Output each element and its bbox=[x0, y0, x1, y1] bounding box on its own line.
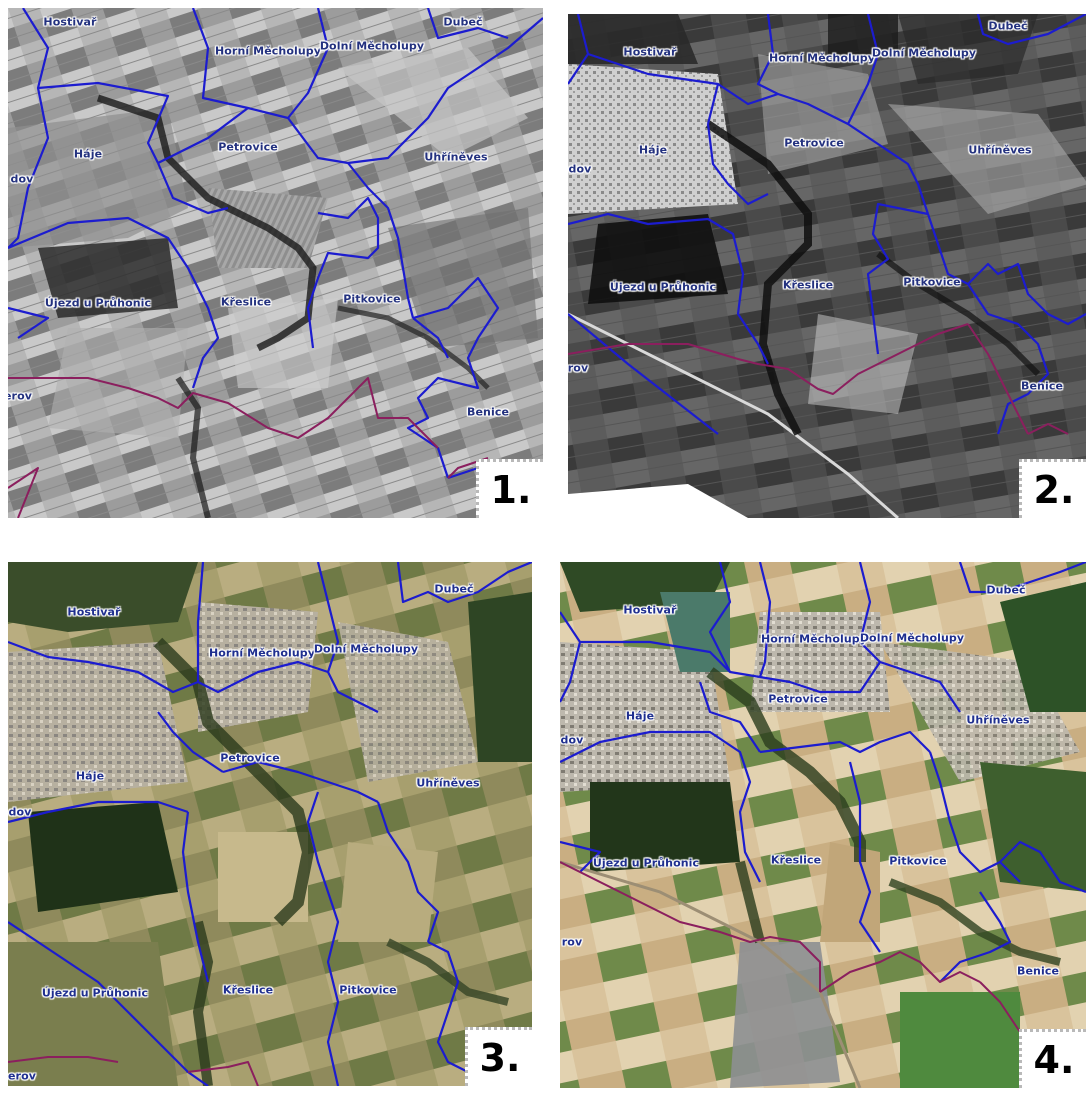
aerial-photo-color bbox=[560, 562, 1086, 1088]
label-benice: Benice bbox=[466, 405, 510, 419]
label-haje: Háje bbox=[75, 769, 105, 783]
map-panel-2: Hostivař Horní Měcholupy Dolní Měcholupy… bbox=[568, 14, 1086, 518]
label-uhrineves: Uhříněves bbox=[424, 150, 488, 164]
panel-number: 2. bbox=[1033, 468, 1075, 512]
aerial-photo-color bbox=[8, 562, 532, 1086]
label-petrovice: Petrovice bbox=[784, 136, 844, 150]
label-uhrineves: Uhříněves bbox=[416, 776, 480, 790]
label-dubec: Dubeč bbox=[988, 19, 1028, 33]
panel-number: 3. bbox=[479, 1036, 521, 1080]
aerial-photo-bw bbox=[568, 14, 1086, 518]
label-dubec: Dubeč bbox=[986, 583, 1026, 597]
label-kreslice: Křeslice bbox=[220, 295, 272, 309]
panel-number-box: 3. bbox=[465, 1027, 532, 1086]
label-dubec: Dubeč bbox=[434, 582, 474, 596]
label-pitkovice: Pitkovice bbox=[343, 292, 401, 306]
label-dolni-mecholupy: Dolní Měcholupy bbox=[871, 46, 977, 60]
label-dolni-mecholupy: Dolní Měcholupy bbox=[319, 39, 425, 53]
label-pitkovice: Pitkovice bbox=[889, 854, 947, 868]
label-hostivar: Hostivař bbox=[67, 605, 121, 619]
label-uhrineves: Uhříněves bbox=[966, 713, 1030, 727]
label-hostivar: Hostivař bbox=[43, 15, 97, 29]
label-sterov: rov bbox=[561, 935, 583, 949]
label-haje: Háje bbox=[625, 709, 655, 723]
label-horni-mecholupy: Horní Měcholupy bbox=[208, 646, 316, 660]
label-benice: Benice bbox=[1020, 379, 1064, 393]
label-kreslice: Křeslice bbox=[770, 853, 822, 867]
label-chodov: dov bbox=[10, 172, 34, 186]
label-pitkovice: Pitkovice bbox=[903, 275, 961, 289]
label-chodov: dov bbox=[568, 162, 592, 176]
label-ujezd-u-pruhonic: Újezd u Průhonic bbox=[592, 856, 700, 870]
label-ujezd-u-pruhonic: Újezd u Průhonic bbox=[44, 296, 152, 310]
map-panel-1: Hostivař Horní Měcholupy Dolní Měcholupy… bbox=[8, 8, 543, 518]
label-sterov: erov bbox=[8, 389, 33, 403]
label-horni-mecholupy: Horní Měcholupy bbox=[760, 632, 868, 646]
map-panel-3: Hostivař Horní Měcholupy Dolní Měcholupy… bbox=[8, 562, 532, 1086]
label-dolni-mecholupy: Dolní Měcholupy bbox=[313, 642, 419, 656]
label-dubec: Dubeč bbox=[443, 15, 483, 29]
label-ujezd-u-pruhonic: Újezd u Průhonic bbox=[41, 986, 149, 1000]
panel-number: 4. bbox=[1033, 1038, 1075, 1082]
label-pitkovice: Pitkovice bbox=[339, 983, 397, 997]
label-kreslice: Křeslice bbox=[222, 983, 274, 997]
panel-number-box: 2. bbox=[1019, 459, 1086, 518]
label-dolni-mecholupy: Dolní Měcholupy bbox=[859, 631, 965, 645]
label-ujezd-u-pruhonic: Újezd u Průhonic bbox=[609, 280, 717, 294]
label-horni-mecholupy: Horní Měcholupy bbox=[214, 44, 322, 58]
map-panel-4: Hostivař Horní Měcholupy Dolní Měcholupy… bbox=[560, 562, 1086, 1088]
aerial-photo-bw bbox=[8, 8, 543, 518]
label-hostivar: Hostivař bbox=[623, 45, 677, 59]
panel-number-box: 1. bbox=[476, 459, 543, 518]
label-horni-mecholupy: Horní Měcholupy bbox=[768, 51, 876, 65]
label-hostivar: Hostivař bbox=[623, 603, 677, 617]
label-kreslice: Křeslice bbox=[782, 278, 834, 292]
label-sterov: rov bbox=[568, 361, 589, 375]
label-petrovice: Petrovice bbox=[218, 140, 278, 154]
label-sterov: erov bbox=[8, 1069, 37, 1083]
label-benice: Benice bbox=[1016, 964, 1060, 978]
label-chodov: dov bbox=[560, 733, 584, 747]
label-petrovice: Petrovice bbox=[768, 692, 828, 706]
panel-number-box: 4. bbox=[1019, 1029, 1086, 1088]
label-petrovice: Petrovice bbox=[220, 751, 280, 765]
panel-number: 1. bbox=[490, 468, 532, 512]
label-uhrineves: Uhříněves bbox=[968, 143, 1032, 157]
label-haje: Háje bbox=[73, 147, 103, 161]
label-chodov: dov bbox=[8, 805, 32, 819]
label-haje: Háje bbox=[638, 143, 668, 157]
